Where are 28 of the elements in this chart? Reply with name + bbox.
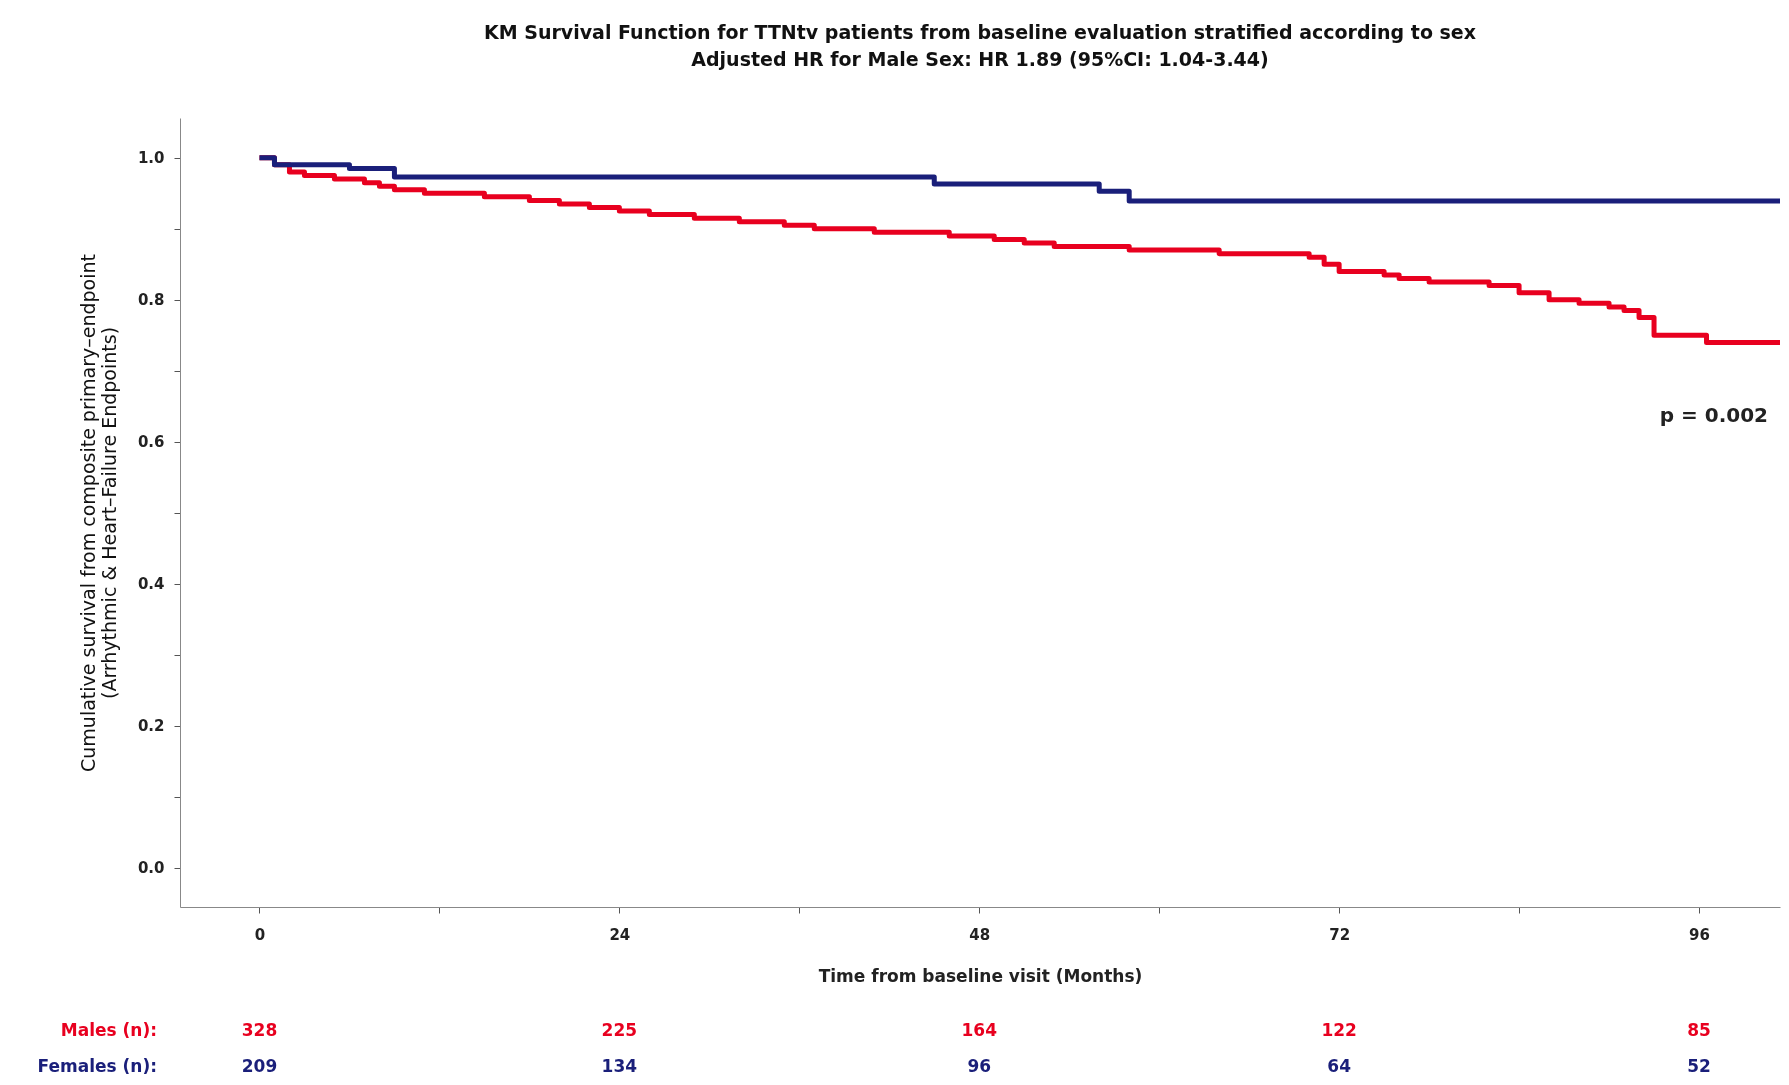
text: 225 (601, 1020, 638, 1040)
text: 209 (241, 1056, 278, 1076)
text: 96 (967, 1056, 992, 1076)
text: 328 (241, 1020, 278, 1040)
chart-title: KM Survival Function for TTNtv patients from baseline evaluation stratified according to sex (484, 21, 1476, 43)
y-tick-label: 1.0 (137, 149, 165, 168)
text: 64 (1327, 1056, 1352, 1076)
y-tick-label: 0.8 (137, 291, 165, 310)
y-tick-label: 0.4 (137, 575, 165, 594)
x-tick-label: 96 (1689, 925, 1710, 944)
y-tick-label: 0.6 (137, 433, 165, 452)
x-tick-label: 48 (969, 925, 991, 944)
x-axis-title: Time from baseline visit (Months) (818, 965, 1143, 986)
x-tick-label: 24 (609, 925, 631, 944)
text: 85 (1687, 1020, 1711, 1040)
text: Males (n): (60, 1020, 157, 1040)
text: Females (n): (37, 1056, 157, 1076)
chart-subtitle: Adjusted HR for Male Sex: HR 1.89 (95%CI: 1.04-3.44) (691, 48, 1269, 70)
text: 52 (1687, 1056, 1711, 1076)
y-axis-title: Cumulative survival from composite primary–endpoint (Arrhythmic & Heart–Failure Endpoints) (76, 254, 120, 772)
y-tick-label: 0.0 (137, 859, 165, 878)
y-tick-label: 0.2 (137, 717, 165, 736)
annotation: p = 0.002 (1659, 403, 1768, 427)
text: 164 (961, 1020, 998, 1040)
text: 122 (1321, 1020, 1357, 1040)
text: 134 (601, 1056, 638, 1076)
x-tick-label: 72 (1329, 925, 1351, 944)
x-tick-label: 0 (254, 925, 266, 944)
